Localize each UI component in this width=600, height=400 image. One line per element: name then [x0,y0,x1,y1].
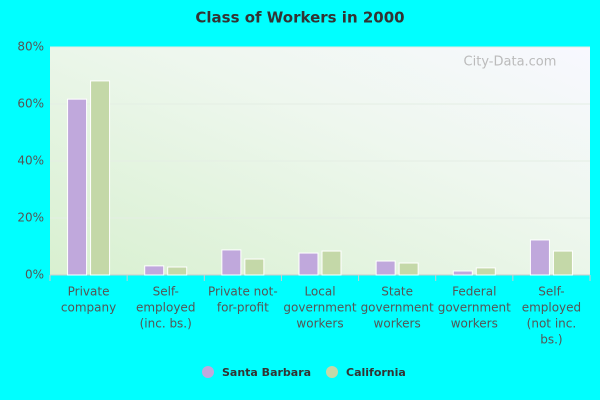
x-tick-label: Private [68,285,110,299]
bar [375,260,396,276]
x-tick-label: (inc. bs.) [140,317,192,331]
x-tick-label: (not inc. [527,317,577,331]
y-tick-label: 20% [17,211,44,225]
bar [321,250,342,276]
watermark: City-Data.com [464,55,557,70]
legend-swatch [326,366,338,378]
x-tick-label: bs.) [540,333,562,347]
x-tick-label: workers [374,317,421,331]
bar [552,250,573,276]
x-tick-label: Self- [153,285,179,299]
x-tick-label: Federal [452,285,496,299]
bar [398,262,419,276]
bar [452,270,473,276]
x-tick-label: State [381,285,413,299]
bar [244,258,265,276]
bar [475,267,496,276]
y-tick-label: 60% [17,97,44,111]
legend-label: California [346,366,406,379]
bar [167,266,188,276]
y-tick-label: 0% [25,268,44,282]
x-tick-label: Private not- [208,285,278,299]
bar [90,80,111,276]
x-tick-label: Self- [538,285,564,299]
x-tick-label: government [361,301,434,315]
bar [298,252,319,276]
bar [221,249,242,276]
x-tick-label: for-profit [217,301,269,315]
y-tick-label: 40% [17,154,44,168]
legend-swatch [202,366,214,378]
x-tick-label: government [438,301,511,315]
y-tick-label: 80% [17,40,44,54]
x-tick-label: company [61,301,116,315]
x-tick-label: Local [304,285,335,299]
x-tick-label: workers [296,317,343,331]
chart-title: Class of Workers in 2000 [195,9,404,27]
x-tick-label: workers [451,317,498,331]
bar [144,265,165,276]
x-tick-label: government [283,301,356,315]
x-tick-label: employed [522,301,581,315]
bar [67,98,88,276]
x-tick-label: employed [136,301,195,315]
legend-label: Santa Barbara [222,366,311,379]
bar [529,239,550,276]
